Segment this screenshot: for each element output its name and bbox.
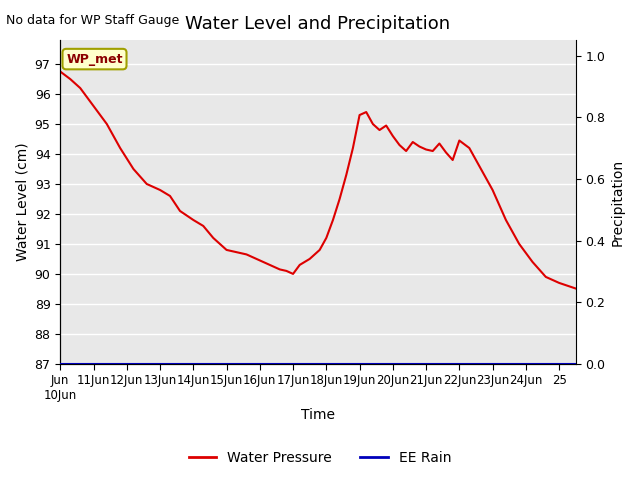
X-axis label: Time: Time xyxy=(301,408,335,422)
Title: Water Level and Precipitation: Water Level and Precipitation xyxy=(186,15,451,33)
Text: No data for WP Staff Gauge: No data for WP Staff Gauge xyxy=(6,14,180,27)
Y-axis label: Water Level (cm): Water Level (cm) xyxy=(15,143,29,261)
Legend: Water Pressure, EE Rain: Water Pressure, EE Rain xyxy=(183,445,457,471)
Text: WP_met: WP_met xyxy=(67,53,123,66)
Y-axis label: Precipitation: Precipitation xyxy=(611,158,625,246)
